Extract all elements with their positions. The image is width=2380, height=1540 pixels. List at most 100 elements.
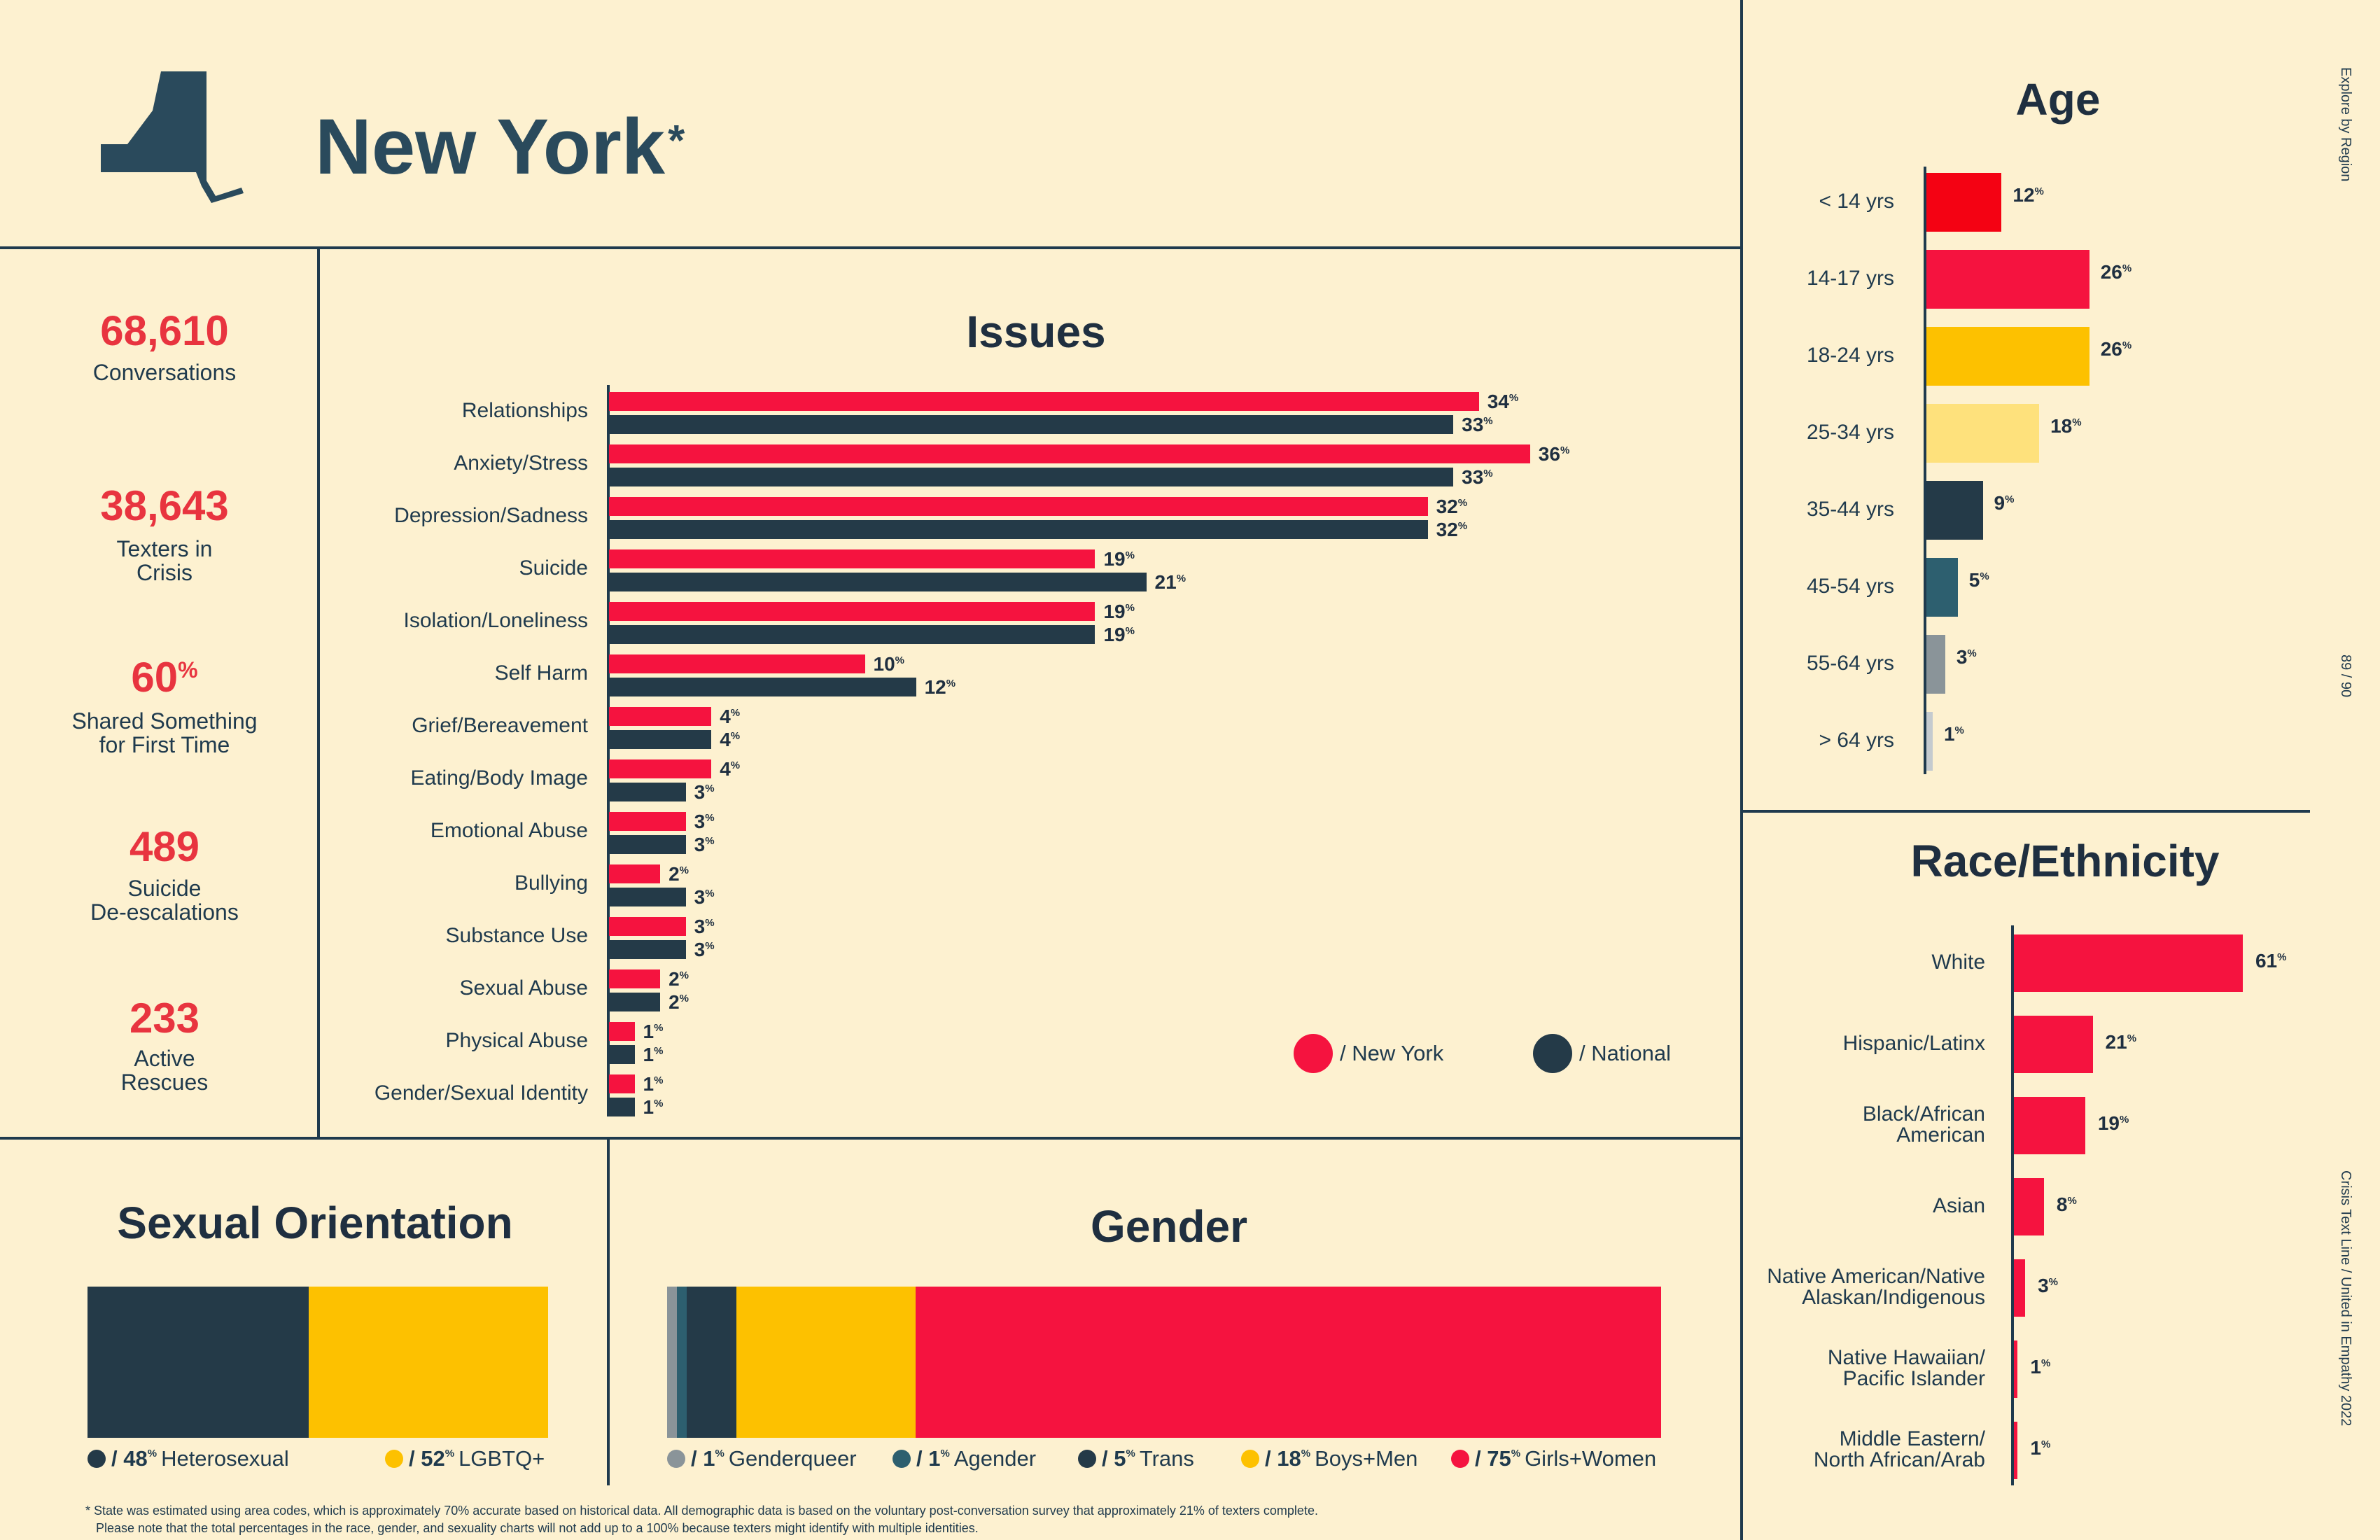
gender-legend-genderqueer: / 1% Genderqueer bbox=[667, 1446, 857, 1471]
sexual-orientation-legend-lgbtq: / 52% LGBTQ+ bbox=[385, 1446, 545, 1471]
issues-bar-new-york bbox=[609, 444, 1530, 463]
sexual-orientation-legend-dot bbox=[385, 1450, 403, 1468]
issues-value-label: 19% bbox=[1103, 548, 1135, 570]
race-category-line: Native Hawaiian/ bbox=[1827, 1346, 1985, 1369]
age-axis-line bbox=[1924, 167, 1926, 774]
issues-value-label: 2% bbox=[668, 991, 690, 1013]
age-bar bbox=[1926, 173, 2002, 232]
issues-bar-new-york bbox=[609, 917, 686, 936]
sexual-orientation-title: Sexual Orientation bbox=[117, 1198, 513, 1248]
footnote-line-1: * State was estimated using area codes, … bbox=[85, 1504, 1318, 1518]
race-category-line: American bbox=[1896, 1124, 1985, 1147]
issues-value-label: 1% bbox=[643, 1096, 664, 1118]
stat-rescues-value: 233 bbox=[129, 995, 200, 1042]
race-bar bbox=[2014, 1422, 2018, 1479]
race-title: Race/Ethnicity bbox=[1910, 836, 2220, 886]
gender-segment-boys-men bbox=[736, 1287, 916, 1438]
issues-bar-national bbox=[609, 468, 1454, 486]
divider-stats bbox=[317, 248, 320, 1139]
age-category-label: 14-17 yrs bbox=[1806, 267, 1894, 290]
race-value-label: 3% bbox=[2038, 1275, 2058, 1296]
issues-bar-new-york bbox=[609, 602, 1096, 621]
issues-category-label: Physical Abuse bbox=[445, 1029, 588, 1052]
issues-bar-national bbox=[609, 415, 1454, 434]
stat-texters-value: 38,643 bbox=[100, 482, 229, 529]
issues-bar-new-york bbox=[609, 864, 661, 883]
issues-value-label: 36% bbox=[1538, 443, 1570, 465]
issues-category-label: Bullying bbox=[514, 872, 588, 895]
race-bar bbox=[2014, 1097, 2085, 1154]
stat-de-escalations-value: 489 bbox=[129, 823, 200, 870]
race-value-label: 1% bbox=[2030, 1437, 2051, 1459]
issues-value-label: 3% bbox=[694, 781, 715, 803]
sexual-orientation-legend-value: / 48% bbox=[111, 1446, 158, 1471]
issues-bar-new-york bbox=[609, 812, 686, 831]
sexual-orientation-legend-label: LGBTQ+ bbox=[458, 1446, 545, 1471]
issues-category-label: Relationships bbox=[461, 399, 588, 422]
gender-title: Gender bbox=[1090, 1201, 1248, 1252]
issues-bar-new-york bbox=[609, 392, 1479, 411]
issues-value-label: 32% bbox=[1436, 496, 1468, 517]
gender-legend-dot bbox=[892, 1450, 911, 1468]
issues-bar-national bbox=[609, 888, 686, 906]
issues-value-label: 19% bbox=[1103, 624, 1135, 645]
issues-bar-national bbox=[609, 993, 661, 1011]
issues-value-label: 3% bbox=[694, 886, 715, 908]
race-category-label-white: White bbox=[1680, 952, 1985, 973]
age-value-label: 9% bbox=[1994, 492, 2015, 514]
sexual-orientation-legend-heterosexual: / 48% Heterosexual bbox=[88, 1446, 289, 1471]
stat-rescues-label: Active Rescues bbox=[120, 1046, 209, 1095]
age-bar bbox=[1926, 481, 1983, 540]
race-category-label-native-hawaiian-pacific-islander: Native Hawaiian/Pacific Islander bbox=[1680, 1348, 1985, 1390]
gender-segment-agender bbox=[677, 1287, 687, 1438]
race-category-line: Asian bbox=[1932, 1194, 1985, 1217]
age-bar bbox=[1926, 635, 1945, 694]
race-category-line: Pacific Islander bbox=[1842, 1367, 1985, 1390]
divider-bottom bbox=[607, 1138, 610, 1485]
race-category-line: White bbox=[1931, 951, 1985, 974]
gender-legend-value: / 75% bbox=[1475, 1446, 1521, 1471]
gender-legend-agender: / 1% Agender bbox=[892, 1446, 1036, 1471]
race-value-label: 61% bbox=[2255, 950, 2287, 972]
age-value-label: 12% bbox=[2012, 184, 2044, 206]
race-category-label-hispanic-latinx: Hispanic/Latinx bbox=[1680, 1033, 1985, 1054]
issues-category-label: Eating/Body Image bbox=[410, 766, 589, 790]
stat-de-escalations-label: Suicide De-escalations bbox=[90, 876, 239, 925]
race-category-line: North African/Arab bbox=[1813, 1448, 1985, 1471]
race-value-label: 21% bbox=[2105, 1031, 2137, 1053]
age-bar bbox=[1926, 250, 2090, 309]
issues-category-label: Grief/Bereavement bbox=[412, 714, 588, 737]
age-category-label: > 64 yrs bbox=[1819, 729, 1894, 752]
page-number: 89 / 90 bbox=[2338, 654, 2353, 698]
gender-legend-dot bbox=[1241, 1450, 1259, 1468]
issues-value-label: 3% bbox=[694, 916, 715, 937]
age-value-label: 3% bbox=[1956, 646, 1977, 668]
stat-texters-label: Texters in Crisis bbox=[116, 536, 213, 585]
age-bar bbox=[1926, 558, 1958, 617]
explore-by-region-link[interactable]: Explore by Region bbox=[2338, 67, 2353, 182]
divider-header bbox=[0, 246, 1742, 249]
legend-national: / National bbox=[1533, 1034, 1671, 1073]
gender-legend-dot bbox=[1451, 1450, 1469, 1468]
issues-category-label: Sexual Abuse bbox=[459, 976, 588, 1000]
race-value-label: 19% bbox=[2097, 1112, 2129, 1134]
issues-bar-national bbox=[609, 835, 686, 854]
race-bar bbox=[2014, 1016, 2093, 1073]
issues-category-label: Anxiety/Stress bbox=[454, 451, 588, 475]
issues-axis-line bbox=[607, 385, 610, 1116]
gender-legend-value: / 18% bbox=[1265, 1446, 1311, 1471]
gender-legend-value: / 1% bbox=[691, 1446, 724, 1471]
gender-legend-label: Boys+Men bbox=[1315, 1446, 1418, 1471]
issues-category-label: Self Harm bbox=[494, 662, 588, 685]
divider-right-column bbox=[1740, 0, 1743, 1540]
age-value-label: 1% bbox=[1943, 723, 1964, 745]
stat-first-time-value: 60% bbox=[131, 654, 198, 701]
issues-value-label: 21% bbox=[1154, 571, 1186, 593]
issues-bar-new-york bbox=[609, 654, 865, 673]
title-asterisk: * bbox=[668, 117, 685, 165]
age-bar bbox=[1926, 327, 2090, 386]
issues-bar-new-york bbox=[609, 550, 1096, 568]
race-category-label-native-american-native-alaskan-indigenous: Native American/Native Alaskan/Indigenous bbox=[1680, 1266, 1985, 1308]
gender-legend-label: Agender bbox=[953, 1446, 1037, 1471]
race-category-label-asian: Asian bbox=[1680, 1196, 1985, 1217]
